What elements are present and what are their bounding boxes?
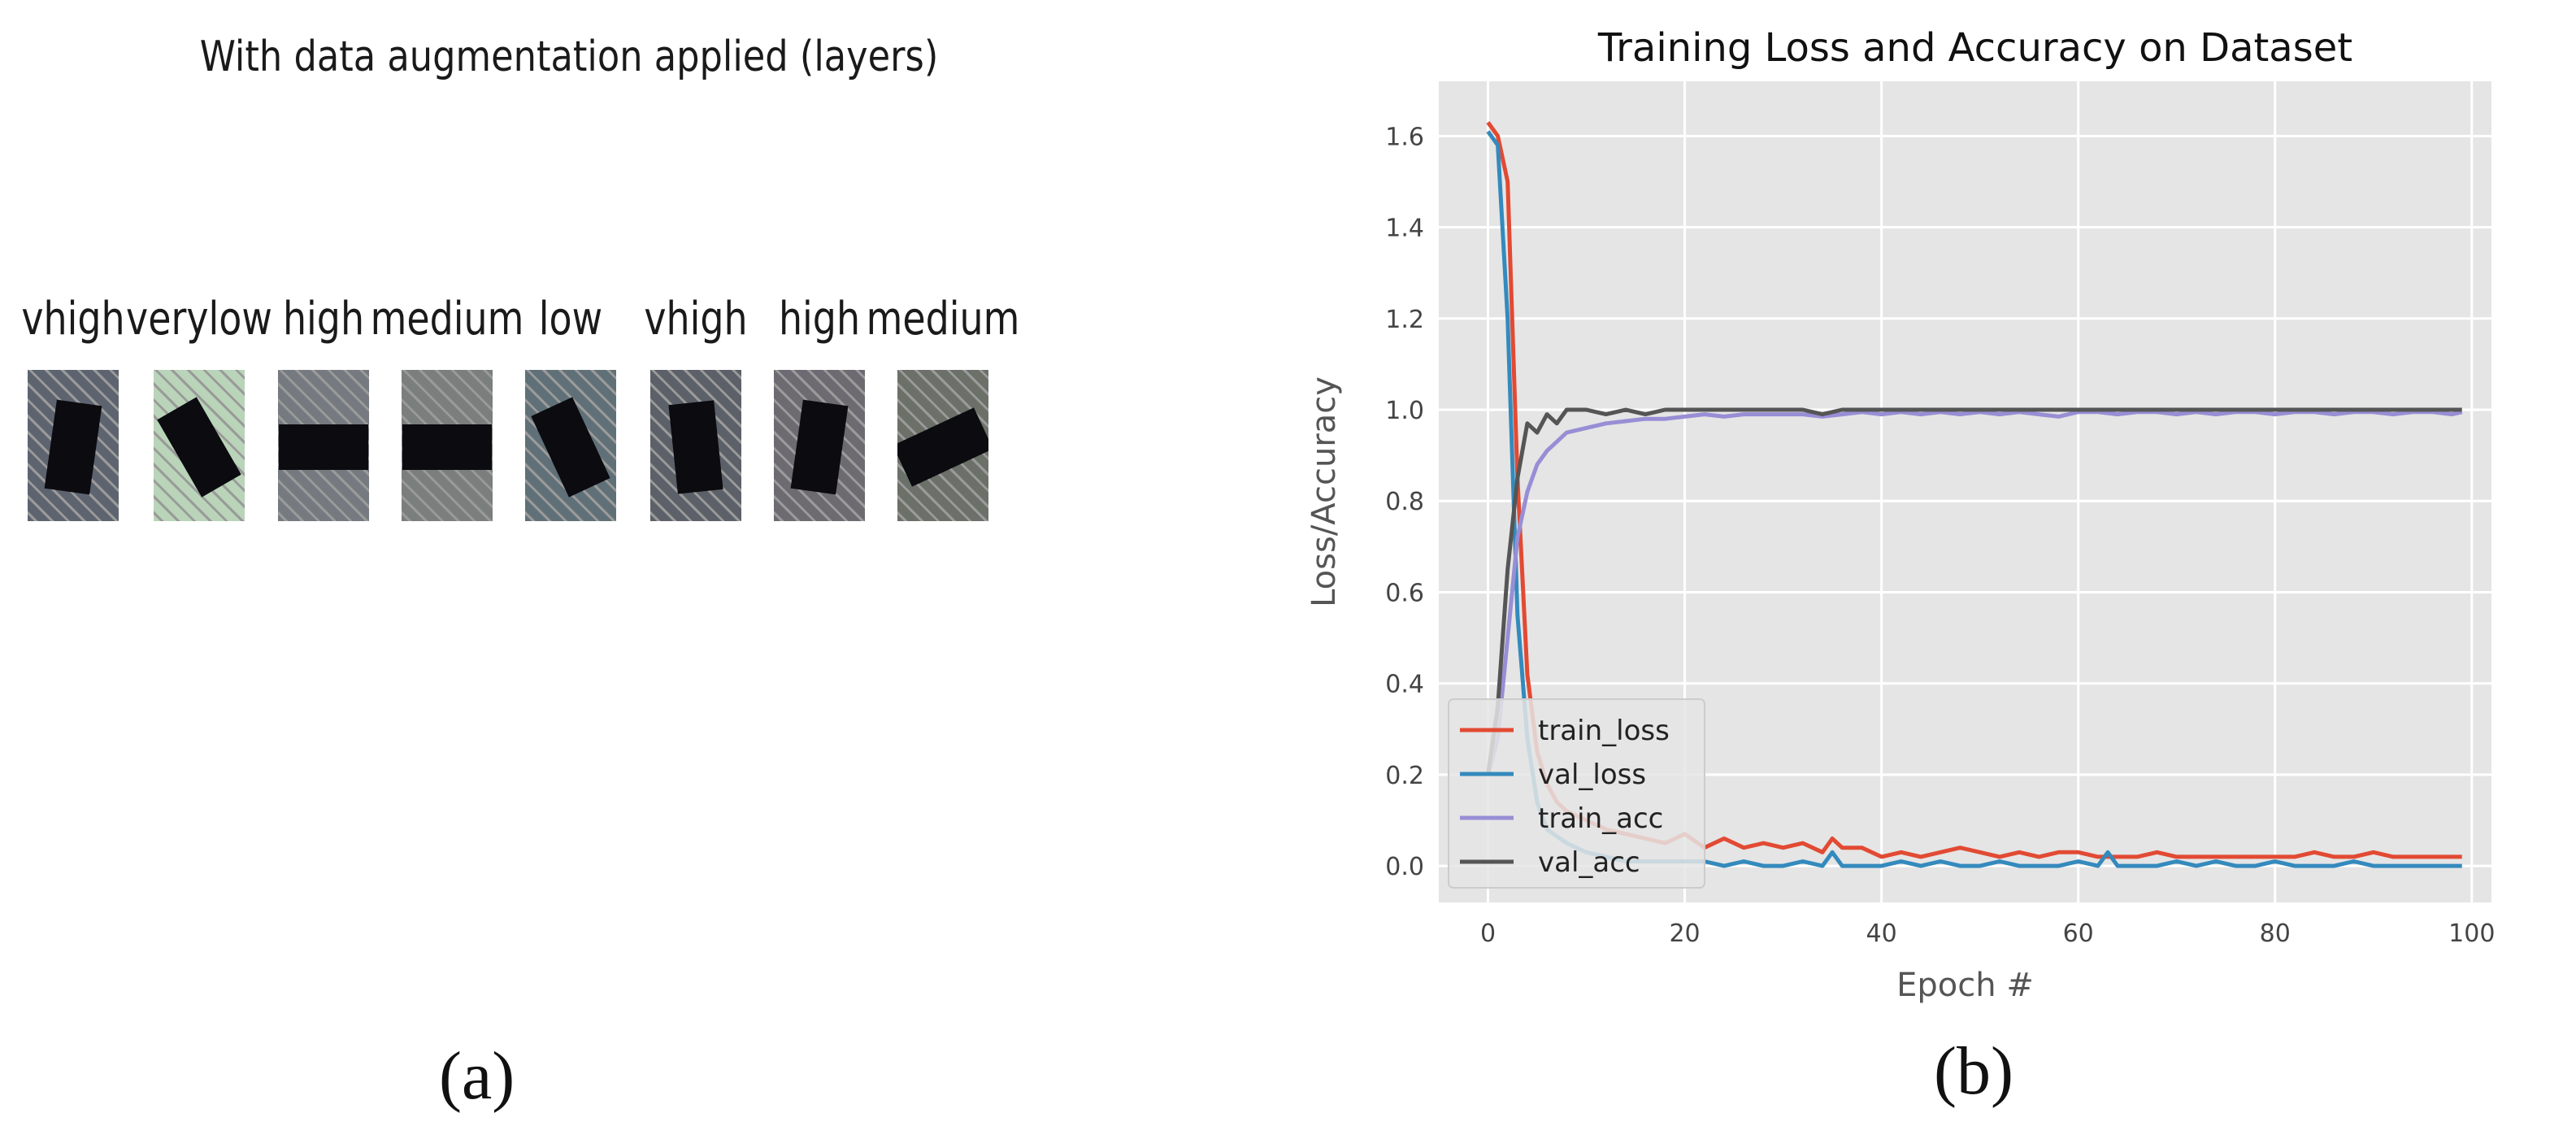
augmented-image-thumbnail [28, 370, 119, 521]
training-chart: Training Loss and Accuracy on Dataset 0.… [1305, 25, 2495, 1109]
augmented-image-thumbnail [402, 370, 493, 521]
chart-title: Training Loss and Accuracy on Dataset [1597, 25, 2352, 71]
y-tick-label: 1.0 [1385, 397, 1424, 425]
dark-panel-shape [897, 407, 988, 487]
thumbnail-label: high [778, 293, 861, 346]
y-tick-label: 0.4 [1385, 671, 1424, 699]
thumbnail-label: vhigh [21, 293, 125, 346]
series-line-train-acc [1486, 410, 2463, 776]
y-tick-label: 0.6 [1385, 579, 1424, 607]
dark-panel-shape [402, 424, 492, 470]
augmented-image-thumbnail [525, 370, 616, 521]
thumbnail-label: medium [370, 293, 524, 346]
panel-a-caption: (a) [439, 1038, 515, 1114]
legend-label: val_acc [1538, 846, 1640, 879]
thumbnail-label: high [282, 293, 365, 346]
dark-panel-shape [531, 397, 610, 498]
y-axis-label: Loss/Accuracy [1305, 376, 1343, 607]
augmented-image-thumbnail [278, 370, 369, 521]
x-tick-label: 100 [2448, 919, 2495, 948]
x-tick-label: 80 [2260, 919, 2291, 948]
augmentation-title: With data augmentation applied (layers) [199, 33, 939, 81]
legend: train_loss val_loss train_acc val_acc [1448, 698, 1705, 889]
thumbnail-label: verylow [126, 293, 272, 346]
y-tick-label: 1.4 [1385, 215, 1424, 243]
thumbnail-label: vhigh [644, 293, 748, 346]
y-tick-label: 1.6 [1385, 123, 1424, 151]
dark-panel-shape [157, 397, 241, 498]
legend-label: train_loss [1538, 715, 1670, 747]
augmented-image-thumbnail [897, 370, 988, 521]
dark-panel-shape [44, 399, 102, 495]
y-tick-label: 0.0 [1385, 853, 1424, 881]
x-tick-label: 60 [2063, 919, 2094, 948]
augmentation-panel: With data augmentation applied (layers) … [0, 0, 1268, 1139]
legend-box [1448, 698, 1705, 889]
y-tick-label: 0.2 [1385, 762, 1424, 790]
x-tick-label: 0 [1480, 919, 1496, 948]
series-line-val-acc [1486, 407, 2462, 776]
dark-panel-shape [790, 399, 849, 495]
x-axis-ticks: 0 20 40 60 80 100 [1480, 919, 2495, 948]
thumbnail-label: medium [866, 293, 1020, 346]
y-tick-label: 1.2 [1385, 306, 1424, 334]
y-tick-label: 0.8 [1385, 488, 1424, 516]
x-tick-label: 40 [1866, 919, 1897, 948]
legend-label: train_acc [1538, 802, 1663, 835]
thumbnail-label: low [538, 293, 603, 346]
x-axis-label: Epoch # [1896, 967, 2034, 1004]
panel-b-caption: (b) [1934, 1033, 2013, 1109]
x-tick-label: 20 [1669, 919, 1700, 948]
augmented-image-thumbnail [650, 370, 741, 521]
augmented-image-thumbnail [774, 370, 865, 521]
legend-label: val_loss [1538, 759, 1646, 791]
dark-panel-shape [279, 424, 368, 470]
dark-panel-shape [668, 400, 723, 494]
augmented-image-thumbnail [154, 370, 245, 521]
y-axis-ticks: 0.0 0.2 0.4 0.6 0.8 1.0 1.2 1.4 1.6 [1385, 123, 1424, 881]
